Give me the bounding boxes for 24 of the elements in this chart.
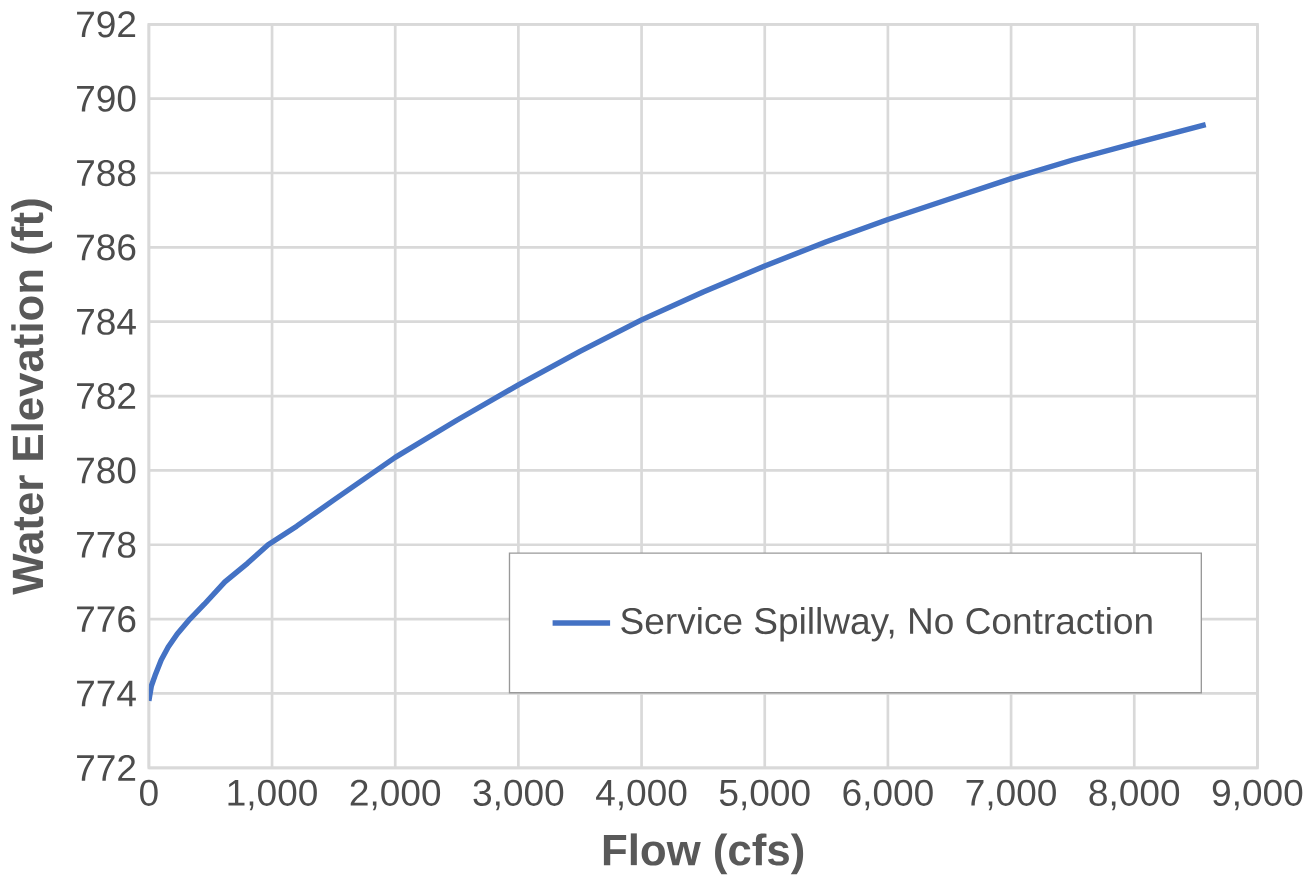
y-tick-label: 782 xyxy=(77,382,136,409)
x-axis-title: Flow (cfs) xyxy=(603,833,804,875)
x-tick-label: 1,000 xyxy=(228,779,317,811)
y-tick-label: 780 xyxy=(77,457,136,484)
x-tick-label: 4,000 xyxy=(596,779,687,811)
y-tick-label: 792 xyxy=(77,11,136,38)
y-axis-title: Water Elevation (ft) xyxy=(11,199,53,595)
x-tick-label: 8,000 xyxy=(1089,779,1180,811)
x-tick-label: 7,000 xyxy=(966,779,1056,811)
x-tick-label: 5,000 xyxy=(719,779,810,811)
y-tick-label: 788 xyxy=(77,159,136,186)
y-tick-label: 790 xyxy=(77,85,136,112)
x-tick-label: 0 xyxy=(140,779,158,806)
legend-label: Service Spillway, No Contraction xyxy=(621,606,1152,642)
y-tick-label: 778 xyxy=(77,531,136,558)
x-tick-label: 2,000 xyxy=(350,779,441,811)
y-tick-label: 776 xyxy=(77,605,136,632)
y-tick-label: 774 xyxy=(77,680,136,706)
x-tick-label: 3,000 xyxy=(473,779,564,811)
y-tick-label: 784 xyxy=(77,308,136,335)
x-tick-label: 6,000 xyxy=(843,779,933,811)
y-tick-label: 772 xyxy=(77,754,136,781)
y-tick-label: 786 xyxy=(77,234,136,261)
x-tick-label: 9,000 xyxy=(1212,779,1303,811)
